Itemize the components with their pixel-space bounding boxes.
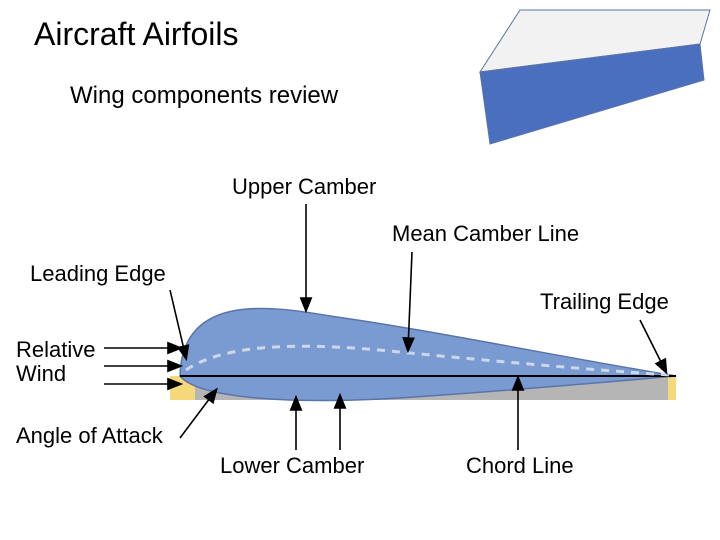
label-lower-camber: Lower Camber	[220, 454, 364, 478]
slide-subtitle: Wing components review	[70, 82, 338, 110]
trailing-edge-arrow	[640, 320, 666, 372]
label-leading-edge: Leading Edge	[30, 262, 166, 286]
label-relative-wind: Relative Wind	[16, 338, 95, 386]
wing-3d-graphic	[480, 10, 710, 144]
label-angle-of-attack: Angle of Attack	[16, 424, 163, 448]
label-trailing-edge: Trailing Edge	[540, 290, 669, 314]
label-upper-camber: Upper Camber	[232, 175, 376, 199]
label-mean-camber-line: Mean Camber Line	[392, 222, 579, 246]
label-chord-line: Chord Line	[466, 454, 574, 478]
slide-stage: Aircraft Airfoils Wing components review…	[0, 0, 720, 540]
slide-title: Aircraft Airfoils	[34, 16, 238, 53]
